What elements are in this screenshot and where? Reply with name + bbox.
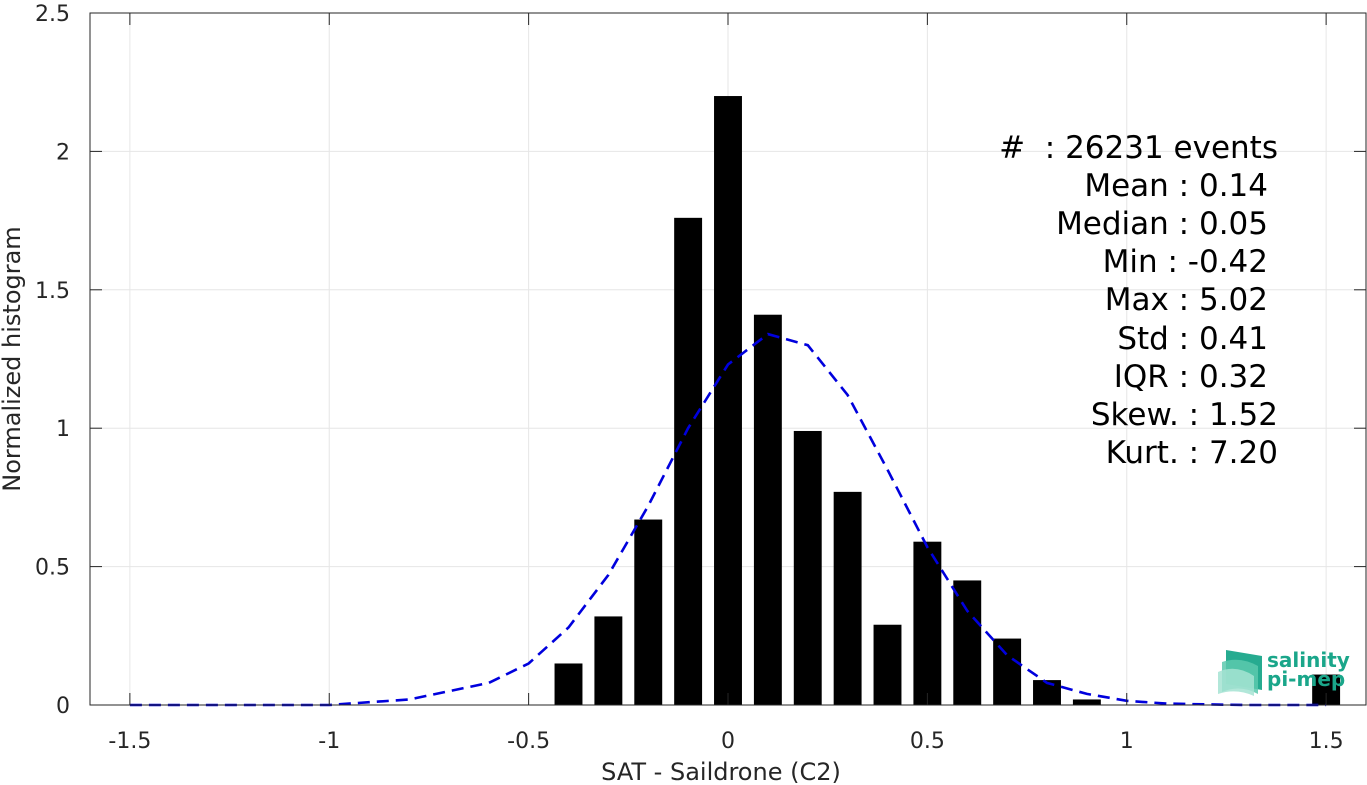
histogram-bar [1072,699,1101,705]
histogram-bar [554,663,583,705]
histogram-bar [993,638,1022,705]
stat-max: Max : 5.02 [1105,282,1268,318]
x-tick-label: 1 [1120,729,1134,754]
histogram-bar [953,580,982,705]
x-axis-label: SAT - Saildrone (C2) [601,758,841,785]
histogram-bar [793,430,822,705]
logo-text-pimep: pi-mep [1267,667,1345,691]
histogram-bar [753,314,782,705]
stat-skew: Skew. : 1.52 [1091,397,1278,433]
stat-events: # : 26231 events [999,130,1278,166]
x-tick-label: -1 [318,729,340,754]
histogram-bars [554,96,1341,706]
y-tick-label: 0.5 [35,556,70,581]
histogram-bar [594,616,623,705]
stats-annotation: # : 26231 events Mean : 0.14 Median : 0.… [999,130,1278,471]
histogram-bar [674,217,703,705]
stat-kurt: Kurt. : 7.20 [1106,435,1278,471]
histogram-bar [873,624,902,705]
y-tick-label: 2 [56,140,70,165]
y-tick-label: 0 [56,694,70,719]
histogram-bar [634,519,663,705]
histogram-bar [714,96,742,706]
x-tick-label: -1.5 [108,729,151,754]
stat-min: Min : -0.42 [1103,244,1268,280]
x-tick-label: 0.5 [910,729,945,754]
stat-mean: Mean : 0.14 [1084,168,1268,204]
logo-wave-icon [1218,650,1262,696]
y-axis-label: Normalized histogram [0,226,26,491]
logo-text-salinity: salinity [1267,648,1350,672]
stat-iqr: IQR : 0.32 [1114,359,1268,395]
stat-std: Std : 0.41 [1117,321,1268,357]
histogram-bar [833,491,862,705]
x-tick-label: 0 [721,729,735,754]
y-tick-label: 1.5 [35,279,70,304]
salinity-pimep-logo: salinity pi-mep [1218,648,1350,696]
axes: -1.5 -1 -0.5 0 0.5 1 1.5 0 0.5 1 1.5 2 2.5 [35,2,1366,754]
stat-median: Median : 0.05 [1056,206,1268,242]
x-tick-label: 1.5 [1309,729,1344,754]
histogram-bar [913,541,942,705]
y-tick-label: 2.5 [35,2,70,27]
x-tick-label: -0.5 [507,729,550,754]
y-tick-label: 1 [56,417,70,442]
